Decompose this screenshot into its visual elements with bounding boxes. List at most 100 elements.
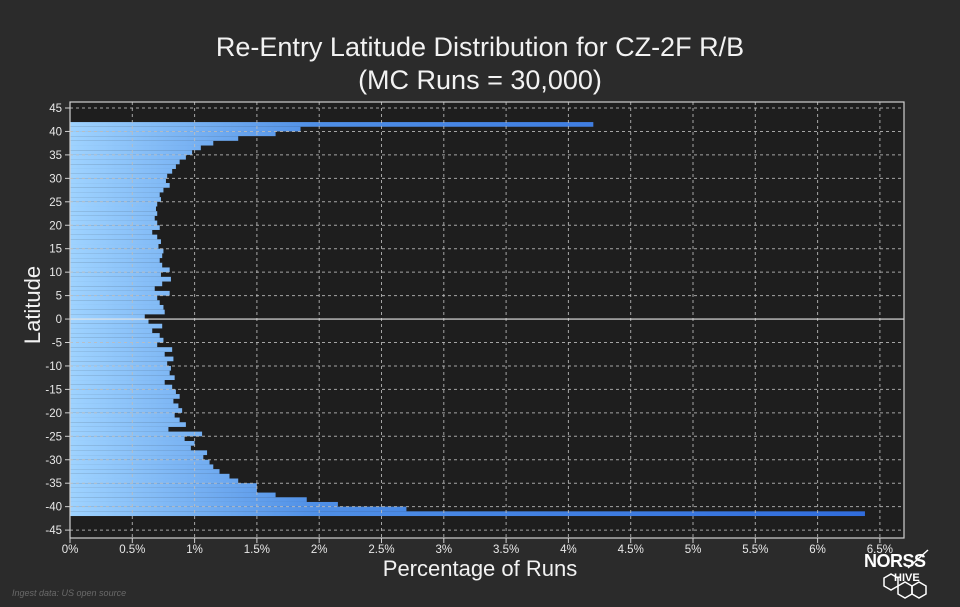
bar [70,450,208,456]
norss-hive-logo: NORSS HIVE [858,548,948,600]
bar [70,431,203,437]
bar [70,272,161,277]
bar [70,478,239,484]
x-tick-label: 3% [435,544,452,556]
bar [70,445,191,451]
x-tick-label: 1% [186,544,203,556]
plot-border [69,101,905,539]
bar [70,229,153,235]
x-tick-label: 5% [685,544,702,556]
bar [70,492,276,498]
bar [70,234,158,240]
bar [70,178,166,184]
x-tick-label: 5.5% [742,544,768,556]
y-tick-label: -15 [45,384,62,396]
bar [70,469,220,474]
y-tick-label: -20 [45,408,62,420]
bar [70,347,173,352]
bar [70,384,173,390]
bar [70,365,171,371]
logo-mark [883,549,929,599]
bar [70,394,180,399]
bar [70,220,158,226]
chart-title-line1: Re-Entry Latitude Distribution for CZ-2F… [215,32,745,62]
x-tick-label: 2.5% [368,544,394,556]
bar [70,187,164,193]
y-tick-label: -40 [45,502,62,514]
bar [70,380,165,385]
y-tick-label: -5 [52,338,62,350]
bar [70,286,155,291]
bar [70,304,164,310]
bar [70,300,160,305]
y-tick-label: 5 [56,291,62,303]
y-axis-label: Latitude [20,265,45,345]
y-tick-label: -45 [45,525,62,537]
logo-text-bottom: HIVE [894,572,920,584]
y-tick-label: 15 [49,244,62,256]
bar [70,262,163,268]
x-tick-label: 2% [311,544,328,556]
bar [70,197,161,202]
bar [70,215,155,221]
y-tick-label: 20 [49,220,62,232]
x-tick-label: 3.5% [493,544,519,556]
bar [70,455,204,460]
bar [70,436,185,441]
bar [70,183,170,188]
bar [70,140,214,146]
bar [70,501,338,507]
bar [70,440,195,446]
source-note: Ingest data: US open source [12,588,127,598]
bar [70,422,186,427]
bar [70,459,210,465]
bar [70,506,407,512]
bar [70,323,163,329]
bar [70,122,594,127]
bar [70,211,158,216]
bar [70,333,160,338]
bar [70,319,149,324]
bar [70,426,169,432]
bar [70,145,201,151]
x-tick-label: 6% [809,544,826,556]
bar [70,464,214,470]
y-tick-label: 35 [49,150,62,162]
y-tick-label: 30 [49,173,62,185]
logo-text-top: NORSS [864,551,926,571]
bar [70,483,257,488]
bar [70,201,158,207]
bar [70,511,865,517]
bar [70,417,180,423]
y-tick-label: 40 [49,126,62,138]
y-tick-label: 45 [49,103,62,115]
y-tick-label: -25 [45,431,62,443]
bar [70,361,168,366]
x-tick-label: 1.5% [244,544,270,556]
bar [70,370,170,376]
y-tick-label: 10 [49,267,62,279]
x-tick-label: 0.5% [119,544,145,556]
x-tick-label: 4% [560,544,577,556]
bar [70,253,163,259]
bar [70,206,156,212]
bar [70,225,160,230]
bar [70,375,175,381]
bar [70,248,164,254]
bar [70,309,165,315]
bar [70,487,257,493]
bar [70,342,158,348]
bar [70,398,174,404]
bar [70,131,276,137]
bar [70,276,171,282]
bar [70,389,176,395]
bar [70,126,301,132]
y-tick-label: -10 [45,361,62,373]
bar [70,173,168,179]
bar [70,267,170,273]
y-tick-label: 0 [56,314,62,326]
bar [70,314,145,320]
bar [70,356,174,362]
bar [70,473,230,479]
